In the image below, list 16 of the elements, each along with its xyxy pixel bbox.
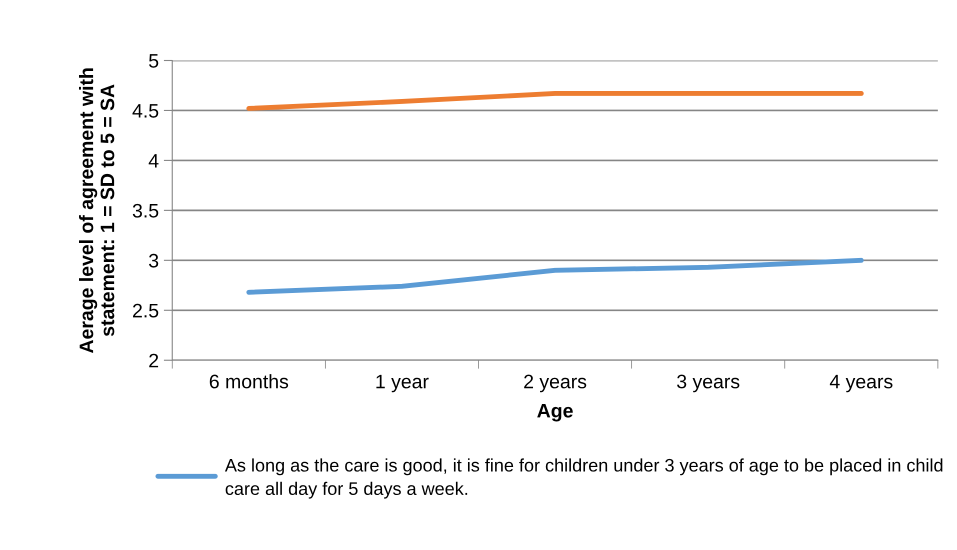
x-tick-label: 2 years	[524, 374, 586, 392]
x-tick-label: 1 year	[376, 374, 429, 392]
legend-label: As long as the care is good, it is fine for children under 3 years of age to be placed in child care all day for 5 days a week.	[224, 458, 942, 499]
y-tick-label: 2.5	[133, 304, 158, 318]
y-tick-label: 3.5	[132, 204, 158, 218]
y-tick-label: 5	[149, 54, 158, 68]
x-tick-label: 4 years	[830, 374, 892, 392]
x-axis-title: Age	[537, 404, 573, 422]
y-tick-label: 2	[149, 354, 158, 368]
x-tick-label: 6 months	[210, 374, 288, 388]
x-tick-label: 3 years	[677, 374, 740, 392]
line-series	[246, 258, 864, 295]
y-tick-label: 4.5	[132, 104, 158, 118]
y-tick-label: 3	[148, 254, 158, 268]
y-axis-title: Aerage level of agreement with statement: 1 = SD to 5 = SA	[78, 68, 114, 354]
y-tick-label: 4	[148, 154, 158, 168]
